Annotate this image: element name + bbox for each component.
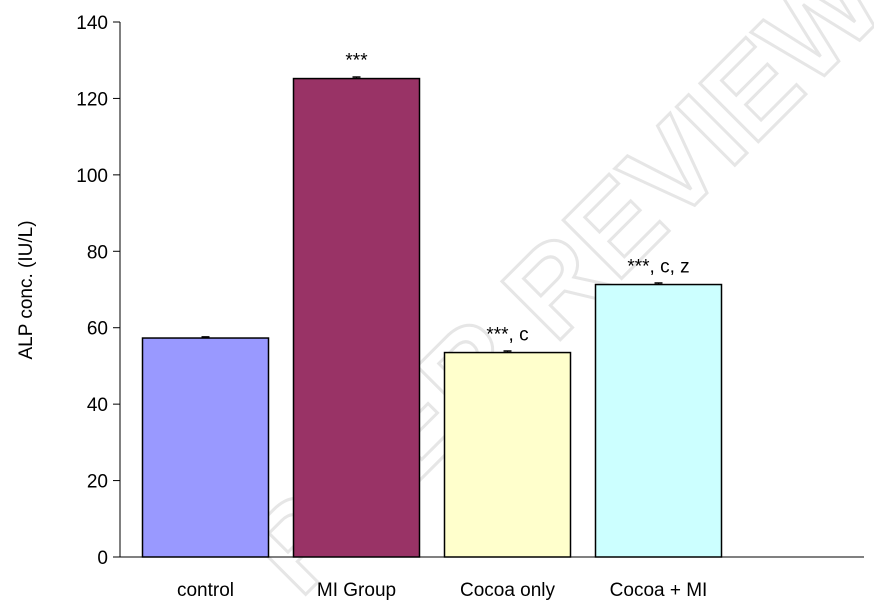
x-category-label: Cocoa only	[460, 580, 556, 601]
y-tick-label: 60	[87, 319, 108, 340]
bar-1	[141, 337, 270, 558]
y-ticks: 0 20 40 60 80 100 120 140	[76, 13, 120, 569]
y-tick-label: 100	[76, 166, 108, 187]
x-category-label: MI Group	[317, 580, 396, 601]
x-category-label: control	[177, 580, 234, 601]
significance-label: ***, c, z	[627, 257, 689, 278]
x-categories: control MI Group Cocoa only Cocoa + MI	[177, 580, 707, 601]
y-tick-label: 120	[76, 89, 108, 110]
significance-label: ***, c	[486, 325, 528, 346]
y-tick-label: 140	[76, 13, 108, 34]
y-tick-label: 0	[97, 548, 108, 569]
y-tick-label: 40	[87, 395, 108, 416]
y-tick-label: 20	[87, 472, 108, 493]
bar-4	[594, 283, 723, 558]
y-axis-title: ALP conc. (IU/L)	[16, 220, 37, 359]
bar-3	[443, 351, 572, 558]
axes	[119, 22, 864, 558]
bars	[141, 76, 723, 558]
significance-label: ***	[345, 51, 368, 72]
x-category-label: Cocoa + MI	[610, 580, 708, 601]
y-tick-label: 80	[87, 242, 108, 263]
bar-2	[292, 77, 421, 558]
significance-annotations: *** ***, c ***, c, z	[345, 51, 689, 346]
